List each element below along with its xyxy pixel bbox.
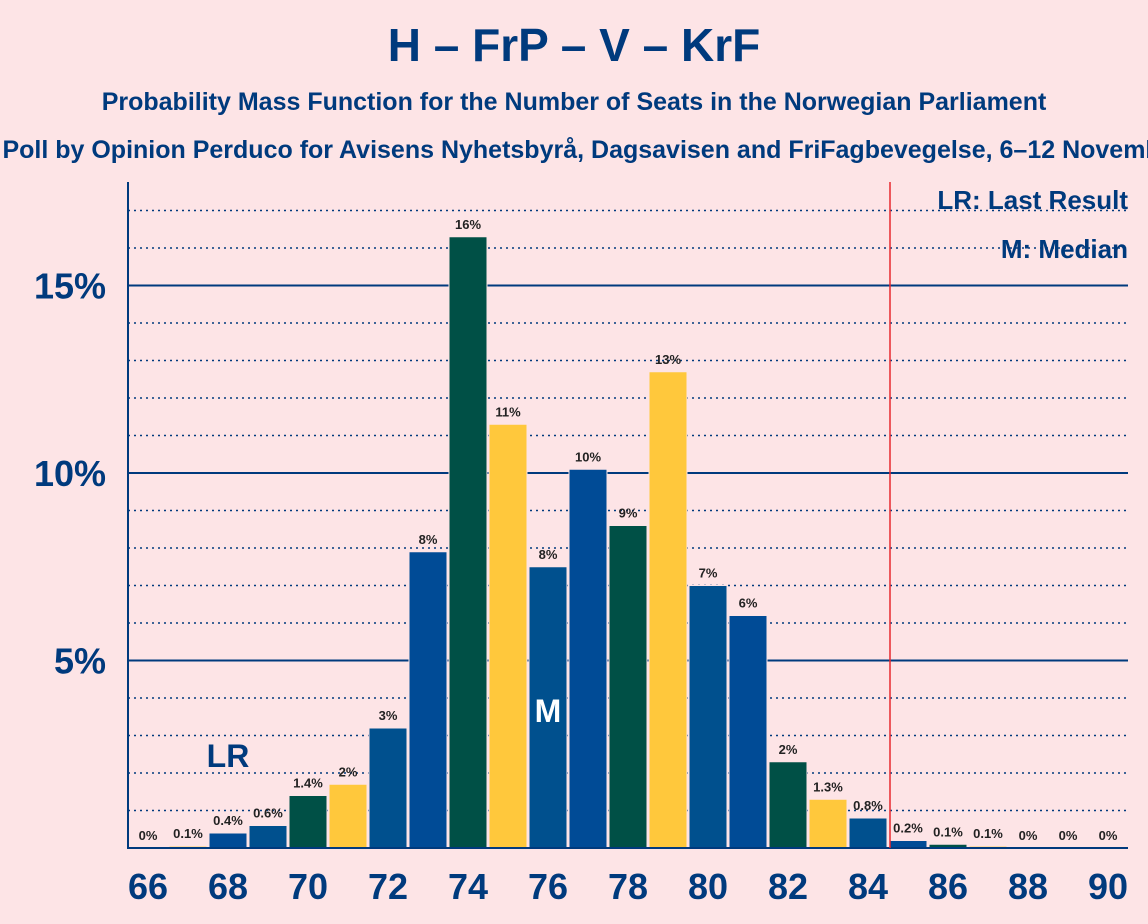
bar-69 [248,825,288,849]
bar-value-label: 7% [699,566,718,581]
bar-68 [208,832,248,849]
bar-85 [888,840,928,849]
y-tick-label: 5% [54,641,106,682]
x-tick-label: 84 [848,866,888,907]
chart-subtitle: Probability Mass Function for the Number… [101,88,1047,116]
bar-value-labels: 0% 0.1% 0.4% 0.6% 1.4% 2% 3% 8% 16% 11% 8% 10% 9% 13%… [139,217,1118,843]
bar-value-label: 0% [1059,828,1078,843]
bar-77 [568,468,608,849]
bar-value-label: 1.4% [293,776,323,791]
bar-81 [728,615,768,849]
last-result-marker: LR [207,738,250,774]
bar-79 [648,371,688,849]
bar-73 [408,551,448,849]
bar-value-label: 0% [139,828,158,843]
bar-value-label: 6% [739,596,758,611]
bar-value-label: 9% [619,506,638,521]
chart-title: H – FrP – V – KrF [387,19,761,71]
bar-76 [528,566,568,849]
bar-71 [328,783,368,849]
bar-value-label: 13% [655,352,681,367]
bar-value-label: 2% [779,742,798,757]
axes: 5% 10% 15% 66 68 70 72 74 76 78 80 82 84 86 88 90 [34,182,1128,907]
bar-value-label: 0% [1099,828,1118,843]
bar-value-label: 0% [1019,828,1038,843]
bar-value-label: 0.8% [853,798,883,813]
bar-value-label: 0.2% [893,821,923,836]
x-tick-label: 76 [528,866,568,907]
chart-poll-source: Opinion Poll by Opinion Perduco for Avis… [0,136,1148,164]
x-tick-label: 82 [768,866,808,907]
bar-78 [608,525,648,849]
x-tick-label: 70 [288,866,328,907]
legend-median: M: Median [1001,234,1128,264]
bar-value-label: 0.6% [253,806,283,821]
bar-value-label: 8% [539,547,558,562]
bar-value-label: 16% [455,217,481,232]
x-tick-label: 72 [368,866,408,907]
median-marker: M [535,693,562,729]
x-tick-label: 68 [208,866,248,907]
x-tick-label: 74 [448,866,488,907]
x-tick-label: 78 [608,866,648,907]
legend-last-result: LR: Last Result [937,185,1128,215]
bar-value-label: 8% [419,532,438,547]
x-tick-label: 66 [128,866,168,907]
bar-value-label: 3% [379,708,398,723]
bar-70 [288,795,328,849]
y-tick-label: 15% [34,266,106,307]
markers: LR M [207,182,891,848]
bar-value-label: 2% [339,764,358,779]
bar-84 [848,817,888,849]
bar-value-label: 10% [575,449,601,464]
bars [168,236,1008,849]
bar-83 [808,798,848,849]
bar-value-label: 0.1% [173,826,203,841]
bar-value-label: 1.3% [813,779,843,794]
x-tick-label: 86 [928,866,968,907]
y-tick-label: 10% [34,453,106,494]
x-tick-label: 88 [1008,866,1048,907]
bar-80 [688,585,728,849]
bar-value-label: 0.4% [213,813,243,828]
bar-72 [368,727,408,849]
x-tick-label: 90 [1088,866,1128,907]
bar-value-label: 0.1% [933,824,963,839]
x-tick-label: 80 [688,866,728,907]
bar-value-label: 11% [495,404,521,419]
bar-74 [448,236,488,849]
bar-value-label: 0.1% [973,826,1003,841]
bar-82 [768,761,808,849]
bar-75 [488,423,528,849]
